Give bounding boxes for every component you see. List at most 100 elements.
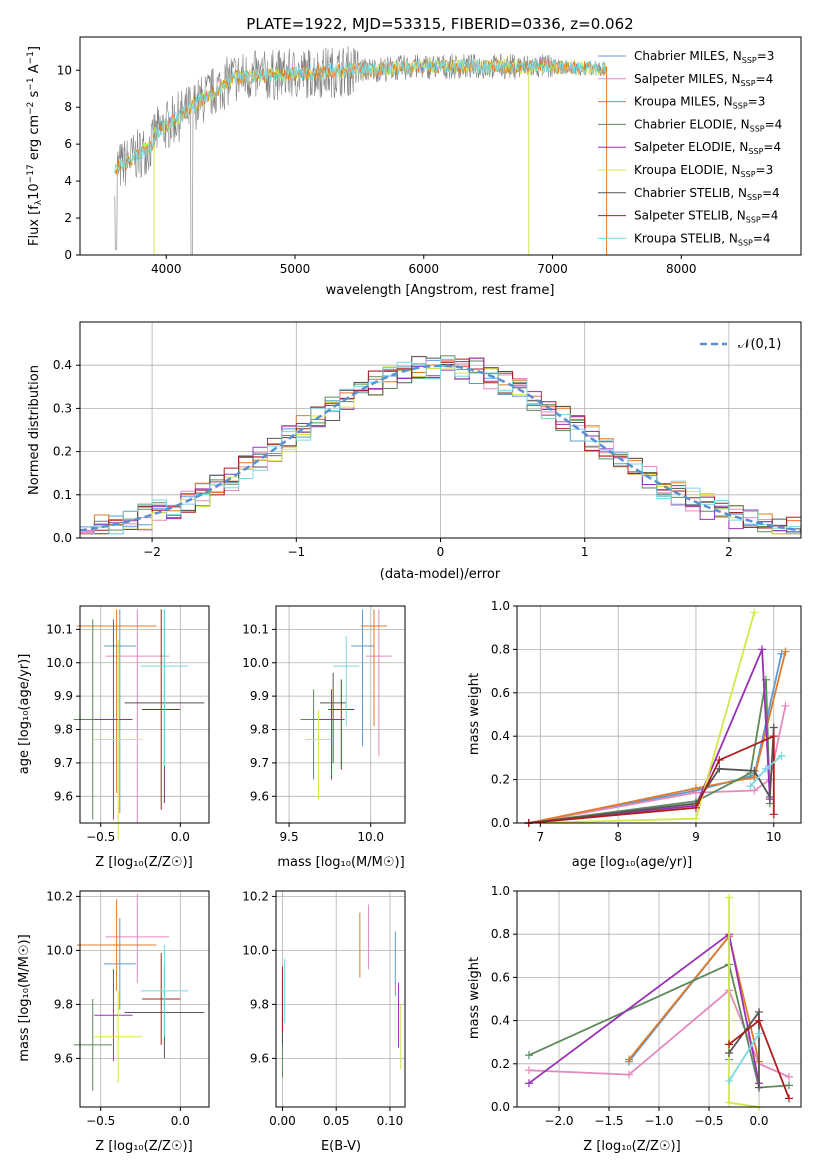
spectrum-xtick-label: 6000 bbox=[408, 262, 439, 276]
ytick-label: 9.6 bbox=[54, 789, 73, 803]
massweight-z-point bbox=[725, 1049, 733, 1057]
legend-label: Salpeter STELIB, NSSP=4 bbox=[634, 209, 778, 225]
spectrum-xtick-label: 7000 bbox=[537, 262, 568, 276]
ytick-label: 0.6 bbox=[491, 686, 510, 700]
ytick-label: 0.6 bbox=[491, 970, 510, 984]
legend-label: Kroupa STELIB, NSSP=4 bbox=[634, 231, 771, 247]
xtick-label: −1.5 bbox=[594, 1114, 623, 1128]
xtick-label: 0.10 bbox=[377, 1114, 404, 1128]
mw-z-ylabel: mass weight bbox=[467, 957, 482, 1039]
massweight-series-line bbox=[528, 649, 771, 824]
xtick-label: 0.05 bbox=[323, 1114, 350, 1128]
residual-xtick-label: 0 bbox=[437, 545, 445, 559]
ytick-label: 9.7 bbox=[54, 756, 73, 770]
residual-ytick-label: 0.1 bbox=[53, 488, 72, 502]
panel-age-vs-mass: 9.5 10.0 9.6 9.7 9.8 9.9 10.0 10.1 bbox=[242, 605, 406, 844]
panel-frame bbox=[79, 605, 210, 824]
massweight-z-point bbox=[755, 1029, 763, 1038]
residual-xlabel: (data-model)/error bbox=[380, 567, 501, 582]
massweight-z-point bbox=[625, 1070, 633, 1079]
ytick-label: 9.7 bbox=[250, 756, 269, 770]
residual-ytick-label: 0.4 bbox=[53, 358, 72, 372]
spectrum-observed-line bbox=[114, 45, 607, 256]
massweight-point bbox=[746, 782, 755, 791]
ytick-label: 10.0 bbox=[242, 943, 269, 957]
massweight-z-point bbox=[725, 1098, 733, 1107]
residual-histograms bbox=[80, 355, 801, 535]
mw-z-xlabel: Z [log₁₀(Z/Z☉)] bbox=[583, 1139, 680, 1154]
massweight-z-point bbox=[785, 1081, 793, 1090]
panel-massweight-vs-age: 7 8 9 10 0.0 0.2 0.4 0.6 0.8 1.0 bbox=[491, 599, 802, 844]
panel-frame bbox=[79, 890, 210, 1108]
massweight-z-series-line bbox=[728, 1033, 760, 1082]
spectrum-ylabel: Flux [fλ10−17 erg cm−2 s−1 A−1] bbox=[26, 46, 44, 246]
age-z-xlabel: Z [log₁₀(Z/Z☉)] bbox=[95, 855, 192, 870]
ytick-label: 10.1 bbox=[242, 622, 269, 636]
massweight-point bbox=[769, 732, 778, 741]
massweight-point bbox=[691, 803, 700, 812]
massweight-point bbox=[781, 647, 790, 656]
massweight-point bbox=[715, 756, 724, 765]
massweight-point bbox=[691, 814, 700, 823]
xtick-label: 9 bbox=[692, 830, 700, 844]
age-z-ylabel: age [log₁₀(age/yr)] bbox=[17, 654, 32, 775]
spectrum-ytick-label: 6 bbox=[64, 137, 72, 151]
ytick-label: 10.0 bbox=[242, 656, 269, 670]
massweight-point bbox=[765, 792, 774, 801]
spectrum-ytick-label: 10 bbox=[57, 63, 72, 77]
residual-xtick-label: −2 bbox=[143, 545, 161, 559]
xtick-label: −2.0 bbox=[544, 1114, 573, 1128]
ytick-label: 0.4 bbox=[491, 1014, 510, 1028]
residual-grid: −2 −1 0 1 2 0.0 0.1 0.2 0.3 0.4 bbox=[53, 322, 801, 559]
residual-xtick-label: 2 bbox=[725, 545, 733, 559]
massweight-z-point bbox=[725, 1077, 733, 1086]
massweight-z-point bbox=[755, 1016, 763, 1025]
residual-ytick-label: 0.2 bbox=[53, 445, 72, 459]
spectrum-model-line bbox=[114, 58, 607, 174]
panel-frame bbox=[516, 890, 802, 1108]
ytick-label: 9.6 bbox=[54, 1051, 73, 1065]
massweight-point bbox=[758, 645, 767, 654]
massweight-point bbox=[750, 766, 759, 775]
legend-label: Kroupa MILES, NSSP=3 bbox=[634, 95, 765, 111]
xtick-label: 0.0 bbox=[749, 1114, 768, 1128]
xtick-label: 0.00 bbox=[269, 1114, 296, 1128]
panel-age-vs-metallicity: −0.5 0.0 9.6 9.7 9.8 9.9 10.0 10.1 bbox=[46, 605, 210, 844]
massweight-series-line bbox=[528, 727, 775, 824]
massweight-z-point bbox=[785, 1072, 793, 1081]
massweight-z-point bbox=[725, 893, 733, 902]
ytick-label: 9.6 bbox=[250, 1051, 269, 1065]
spectrum-model-line bbox=[114, 59, 607, 176]
massweight-z-point bbox=[725, 1040, 733, 1049]
massweight-series-line bbox=[528, 651, 787, 824]
ytick-label: 0.2 bbox=[491, 773, 510, 787]
spectrum-xtick-label: 5000 bbox=[280, 262, 311, 276]
legend-label: Chabrier ELODIE, NSSP=4 bbox=[634, 117, 782, 133]
massweight-z-point bbox=[785, 1094, 793, 1103]
ytick-label: 10.2 bbox=[242, 889, 269, 903]
xtick-label: 9.5 bbox=[280, 830, 299, 844]
massweight-point bbox=[715, 764, 724, 773]
ytick-label: 9.6 bbox=[250, 789, 269, 803]
massweight-z-series-line bbox=[628, 934, 760, 1062]
spectrum-ticks: 4000 5000 6000 7000 8000 0 2 4 6 8 10 bbox=[57, 63, 697, 276]
ytick-label: 9.8 bbox=[54, 997, 73, 1011]
ytick-label: 0.0 bbox=[491, 816, 510, 830]
panel-mass-vs-metallicity: −0.5 0.0 9.6 9.8 10.0 10.2 bbox=[46, 889, 210, 1128]
ytick-label: 0.8 bbox=[491, 927, 510, 941]
panel-mass-vs-ebv: 0.00 0.05 0.10 9.6 9.8 10.0 10.2 bbox=[242, 889, 406, 1128]
residual-ylabel: Normed distribution bbox=[27, 365, 42, 495]
xtick-label: 0.0 bbox=[171, 1114, 190, 1128]
massweight-point bbox=[781, 701, 790, 710]
massweight-point bbox=[777, 751, 786, 760]
massweight-series-line bbox=[528, 705, 787, 824]
figure-title: PLATE=1922, MJD=53315, FIBERID=0336, z=0… bbox=[246, 15, 633, 33]
legend-label: Chabrier STELIB, NSSP=4 bbox=[634, 186, 780, 202]
ytick-label: 9.9 bbox=[54, 689, 73, 703]
massweight-point bbox=[769, 723, 778, 732]
panel-massweight-vs-metallicity: −2.0 −1.5 −1.0 −0.5 0.0 0.0 0.2 0.4 0.6 0.8 1.0 bbox=[491, 884, 802, 1128]
spectrum-data-line bbox=[114, 45, 608, 256]
spectrum-ytick-label: 0 bbox=[64, 248, 72, 262]
residual-histogram bbox=[80, 358, 801, 535]
